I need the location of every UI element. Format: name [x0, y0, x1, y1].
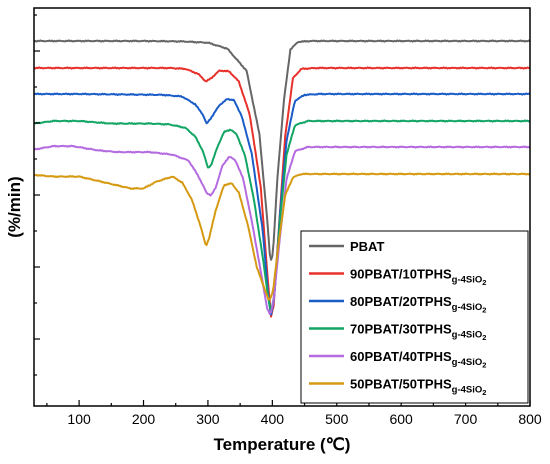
plot-frame [33, 7, 531, 407]
series-line-4 [33, 119, 531, 314]
legend-box [300, 230, 529, 404]
x-tick-label: 100 [67, 411, 91, 427]
x-tick-label: 200 [132, 411, 156, 427]
x-tick-label: 600 [389, 411, 413, 427]
series-layer [33, 39, 531, 318]
series-line-1 [33, 39, 531, 261]
y-axis-title: (%/min) [5, 176, 24, 237]
legend-label-1: PBAT [350, 239, 384, 254]
axis-layer: 100 200 300 400 500 600 700 800 [34, 14, 542, 427]
x-tick-label: 700 [454, 411, 478, 427]
x-tick-label: 800 [518, 411, 542, 427]
x-tick-label: 300 [196, 411, 220, 427]
x-axis-title: Temperature (℃) [214, 435, 351, 454]
series-line-6 [33, 172, 531, 301]
x-tick-label: 500 [325, 411, 349, 427]
legend: PBAT90PBAT/10TPHSg-4SiO280PBAT/20TPHSg-4… [300, 230, 529, 404]
x-tick-label: 400 [261, 411, 285, 427]
